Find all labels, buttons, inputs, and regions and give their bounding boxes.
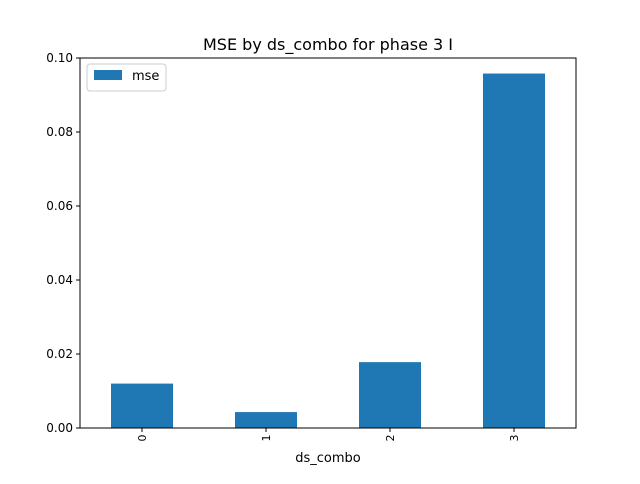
y-tick-label: 0.04	[46, 273, 73, 287]
legend-label: mse	[132, 69, 159, 84]
bar-2	[359, 362, 421, 428]
x-tick-label: 1	[260, 435, 273, 442]
y-axis: 0.00 0.02 0.04 0.06 0.08 0.10	[46, 51, 80, 435]
legend-swatch	[94, 70, 122, 80]
x-tick-label: 0	[136, 435, 149, 442]
x-axis: 0 1 2 3	[136, 428, 521, 442]
x-axis-label: ds_combo	[295, 451, 361, 466]
y-tick-label: 0.00	[46, 421, 73, 435]
y-tick-label: 0.08	[46, 125, 73, 139]
bar-0	[111, 383, 173, 428]
bar-1	[235, 412, 297, 428]
y-tick-label: 0.02	[46, 347, 73, 361]
x-tick-label: 3	[508, 435, 521, 442]
legend: mse	[86, 63, 167, 92]
bars-layer	[111, 73, 545, 428]
x-tick-label: 2	[384, 435, 397, 442]
chart-title: MSE by ds_combo for phase 3 I	[203, 35, 453, 55]
y-tick-label: 0.10	[46, 51, 73, 65]
bar-3	[483, 73, 545, 428]
y-tick-label: 0.06	[46, 199, 73, 213]
plot-frame	[79, 57, 577, 429]
